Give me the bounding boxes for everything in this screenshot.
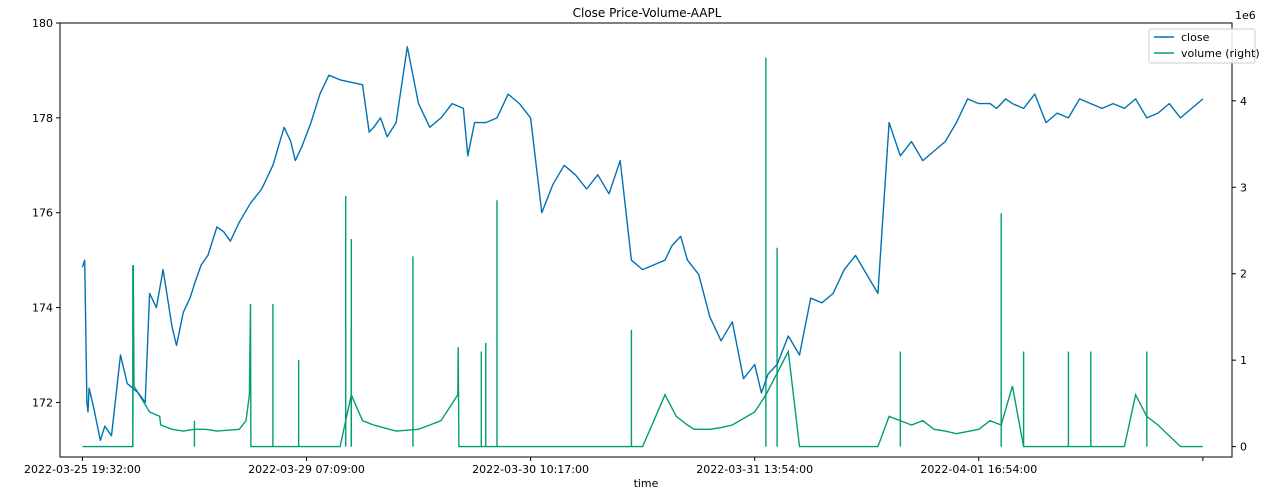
legend-label-volume: volume (right) bbox=[1181, 47, 1260, 60]
x-axis-label: time bbox=[634, 477, 659, 490]
series-layer bbox=[81, 46, 1204, 448]
y-left-tick-label-4: 180 bbox=[32, 17, 53, 30]
series-line-close bbox=[81, 46, 1204, 442]
y-right-tick-label-3: 3 bbox=[1240, 181, 1247, 194]
x-tick-label-2: 2022-03-30 10:17:00 bbox=[472, 463, 589, 476]
y-left-tick-label-0: 172 bbox=[32, 396, 53, 409]
x-tick-label-4: 2022-04-01 16:54:00 bbox=[920, 463, 1037, 476]
y-left-tick-label-2: 176 bbox=[32, 207, 53, 220]
y-right-offset-label: 1e6 bbox=[1235, 9, 1256, 22]
y-left-tick-label-3: 178 bbox=[32, 112, 53, 125]
legend-label-close: close bbox=[1181, 31, 1210, 44]
y-left-tick-label-1: 174 bbox=[32, 302, 53, 315]
series-line-volume bbox=[82, 265, 1203, 448]
y-right-tick-label-1: 1 bbox=[1240, 354, 1247, 367]
plot-area bbox=[59, 22, 1233, 458]
y-axis-right: 0 1 2 3 4 bbox=[1232, 95, 1247, 454]
x-tick-label-1: 2022-03-29 07:09:00 bbox=[248, 463, 365, 476]
y-right-tick-label-0: 0 bbox=[1240, 441, 1247, 454]
y-right-tick-label-4: 4 bbox=[1240, 95, 1247, 108]
legend-box bbox=[1148, 28, 1256, 64]
x-tick-label-0: 2022-03-25 19:32:00 bbox=[24, 463, 141, 476]
x-axis: 2022-03-25 19:32:00 2022-03-29 07:09:00 20… bbox=[24, 457, 1204, 476]
y-right-tick-label-2: 2 bbox=[1240, 268, 1247, 281]
x-tick-label-3: 2022-03-31 13:54:00 bbox=[696, 463, 813, 476]
chart-title: Close Price-Volume-AAPL bbox=[573, 6, 722, 20]
y-axis-left: 172 174 176 178 180 bbox=[32, 17, 60, 409]
legend: close volume (right) bbox=[1148, 28, 1260, 64]
